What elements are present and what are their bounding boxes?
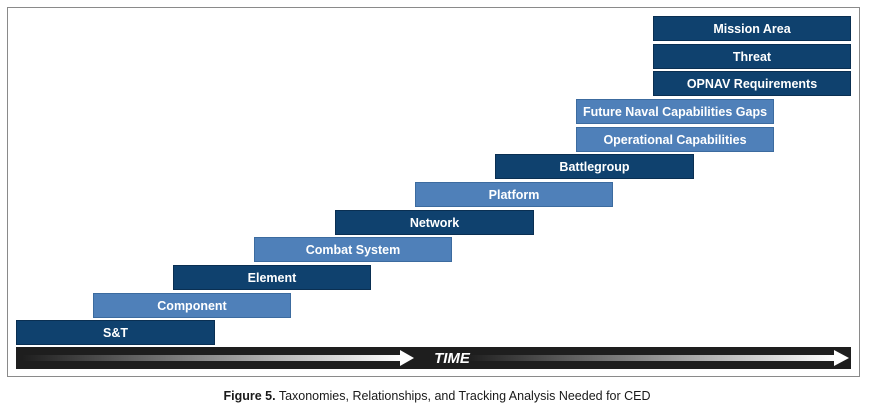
box-opnav-requirements: OPNAV Requirements bbox=[653, 71, 851, 96]
figure-label: Figure 5. bbox=[223, 389, 276, 403]
figure-caption: Figure 5. Taxonomies, Relationships, and… bbox=[0, 389, 874, 403]
box-battlegroup: Battlegroup bbox=[495, 154, 694, 179]
box-element: Element bbox=[173, 265, 371, 290]
time-arrow-icon bbox=[22, 350, 849, 366]
box-platform: Platform bbox=[415, 182, 613, 207]
caption-text: Taxonomies, Relationships, and Tracking … bbox=[278, 389, 651, 403]
box-operational-capabilities: Operational Capabilities bbox=[576, 127, 774, 152]
box-s-and-t: S&T bbox=[16, 320, 215, 345]
box-component: Component bbox=[93, 293, 291, 318]
box-mission-area: Mission Area bbox=[653, 16, 851, 41]
box-future-naval-capabilities-gaps: Future Naval Capabilities Gaps bbox=[576, 99, 774, 124]
time-label: TIME bbox=[434, 349, 470, 367]
box-threat: Threat bbox=[653, 44, 851, 69]
box-network: Network bbox=[335, 210, 534, 235]
box-combat-system: Combat System bbox=[254, 237, 452, 262]
time-axis-bar: TIME bbox=[16, 347, 851, 369]
